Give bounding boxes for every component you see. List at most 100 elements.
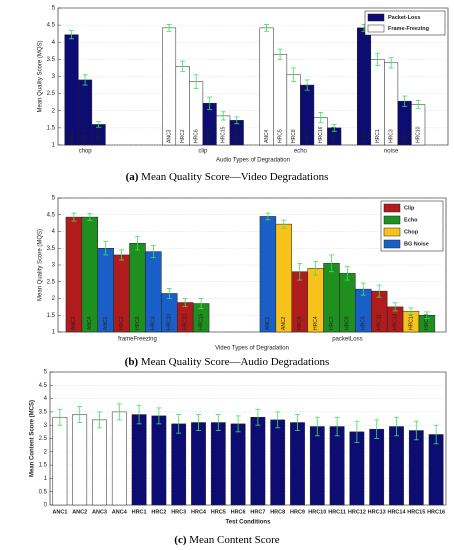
y-tick-label: 1 <box>52 143 56 149</box>
bar-label: HRC13 <box>234 126 240 143</box>
caption: (b) Mean Quality Score—Audio Degradation… <box>125 356 330 368</box>
bar <box>72 414 88 506</box>
caption-text: Mean Quality Score—Audio Degradations <box>141 356 329 368</box>
legend-swatch <box>383 227 401 237</box>
bar-label: ANC2 <box>281 316 287 330</box>
bar-label: HRC16 <box>318 126 324 143</box>
x-axis-label: Audio Types of Degradation <box>216 158 290 164</box>
bar-label: HRC5 <box>135 316 141 330</box>
bar-label: HRC10 <box>167 313 173 330</box>
legend-swatch <box>383 203 401 213</box>
x-tick-label: HRC12 <box>348 509 366 515</box>
bar <box>259 216 277 333</box>
y-tick-label: 1 <box>52 330 56 336</box>
bar-label: ANC1 <box>265 316 271 330</box>
x-axis-label: Video Types of Degradation <box>215 346 289 352</box>
bar-label: HRC4 <box>313 316 319 330</box>
bar <box>64 34 79 146</box>
x-tick-label: HRC13 <box>368 509 386 515</box>
x-tick-label: HRC6 <box>231 509 246 515</box>
bar-label: HRC14 <box>408 313 414 330</box>
bar-label: HRC6 <box>297 316 303 330</box>
y-tick-label: 2 <box>52 108 56 114</box>
bar <box>275 223 293 333</box>
x-tick-label: HRC8 <box>270 509 285 515</box>
bar-label: HRC4 <box>82 129 88 143</box>
y-tick-label: 4.5 <box>39 383 48 389</box>
x-tick-label: HRC7 <box>250 509 265 515</box>
bar-label: HRC16 <box>424 313 430 330</box>
y-tick-label: 2.5 <box>47 91 56 97</box>
x-tick-label: HRC3 <box>171 509 186 515</box>
bar-label: HRC14 <box>96 126 102 143</box>
legend-label: Packet-Loss <box>388 15 420 21</box>
x-tick-label: ANC4 <box>112 509 128 515</box>
x-tick-label: HRC9 <box>290 509 305 515</box>
bar-label: HRC6 <box>193 129 199 143</box>
bar <box>369 428 385 506</box>
x-tick-label: HRC14 <box>387 509 406 515</box>
y-tick-label: 5 <box>52 6 56 12</box>
bar-label: ANC3 <box>71 316 77 330</box>
bar-label: HRC11 <box>207 127 213 143</box>
bar <box>131 414 147 506</box>
bar <box>65 216 83 333</box>
y-tick-label: 3 <box>52 263 56 269</box>
group-label: noise <box>384 149 399 155</box>
bar-label: ANC2 <box>69 129 75 143</box>
caption: (c) Mean Content Score <box>174 534 280 546</box>
x-tick-label: ANC2 <box>72 509 87 515</box>
bar-label: ANC4 <box>264 129 270 143</box>
x-tick-label: HRC10 <box>308 509 326 515</box>
y-tick-label: 3 <box>52 74 56 80</box>
bar <box>259 27 274 146</box>
bar-label: HRC5 <box>361 316 367 330</box>
bar-label: HRC15 <box>198 313 204 330</box>
bar-label: ANC1 <box>103 316 109 330</box>
y-tick-label: 4 <box>44 396 48 402</box>
y-tick-label: 3 <box>44 423 48 429</box>
group-label: packetLoss <box>332 337 362 343</box>
bar-label: HRC9 <box>304 129 310 143</box>
bar <box>81 216 99 333</box>
y-tick-label: 1.5 <box>39 463 48 469</box>
group-label: frameFreezing <box>118 337 157 343</box>
bar-label: HRC12 <box>183 313 189 330</box>
group-label: echo <box>294 149 308 155</box>
bar-label: HRC3 <box>388 129 394 143</box>
bar <box>329 426 345 506</box>
bar <box>230 423 246 506</box>
caption-text: Mean Content Score <box>189 534 280 546</box>
bar-label: ANC4 <box>87 316 93 330</box>
bar-label: HRC13 <box>392 313 398 330</box>
y-tick-label: 4.5 <box>47 212 56 218</box>
legend-swatch <box>383 215 401 225</box>
caption-label: (a) <box>126 171 139 183</box>
bar-label: HRC15 <box>221 126 227 143</box>
bar <box>162 27 177 146</box>
bar <box>210 422 226 506</box>
x-tick-label: ANC1 <box>52 509 67 515</box>
y-tick-label: 3.5 <box>39 409 48 415</box>
y-tick-label: 5 <box>44 370 48 376</box>
group-label: chop <box>79 149 93 155</box>
bar-label: HRC5 <box>277 129 283 143</box>
bar-label: HRC2 <box>119 316 125 330</box>
bar-label: HRC10 <box>416 126 422 143</box>
y-axis-label: Mean Quality Score (MQS) <box>38 229 44 301</box>
legend-label: BG Noise <box>404 241 429 247</box>
bar <box>309 426 325 506</box>
legend-swatch <box>367 24 385 33</box>
caption-label: (b) <box>125 356 139 368</box>
bar-label: ANC3 <box>166 129 172 143</box>
bar-label: HRC2 <box>180 129 186 143</box>
bar <box>92 419 107 506</box>
bar-label: ANC1 <box>361 129 367 143</box>
bar-label: HRC3 <box>151 316 157 330</box>
bar <box>191 422 206 506</box>
y-tick-label: 2 <box>44 449 48 455</box>
x-tick-label: HRC11 <box>328 509 346 515</box>
bar <box>171 423 187 506</box>
bar-label: HRC9 <box>345 316 351 330</box>
